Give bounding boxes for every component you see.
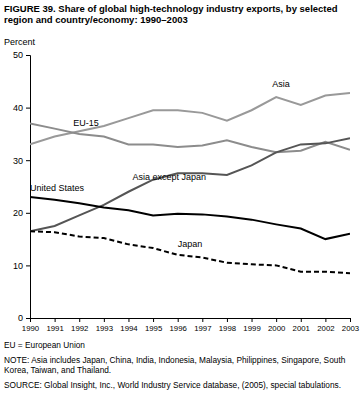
x-axis: 1990 1991 1992 1993 1994 1995 1996 1997 1998 1999… — [22, 318, 359, 333]
series-line — [30, 138, 350, 231]
tick: 1994 — [120, 318, 138, 333]
tick: 0 — [18, 313, 30, 323]
tick-label: 0 — [18, 313, 23, 323]
tick-mark — [26, 318, 30, 319]
plot: 0102030405019901991199219931994199519961… — [13, 50, 359, 332]
tick-mark — [301, 318, 302, 322]
tick: 10 — [13, 261, 30, 271]
tick-label: 20 — [13, 208, 23, 218]
tick-label: 1991 — [46, 324, 63, 333]
tick: 50 — [13, 50, 30, 60]
series-line — [30, 93, 350, 145]
title: FIGURE 39. Share of global high-technolo… — [4, 3, 338, 25]
tick: 1992 — [71, 318, 88, 333]
tick-mark — [26, 265, 30, 266]
text-line: EU = European Union — [4, 340, 85, 350]
tick-label: 2003 — [342, 324, 359, 333]
tick-label: 2001 — [293, 324, 310, 333]
tick-label: 1993 — [96, 324, 113, 333]
tick-mark — [276, 318, 277, 322]
footnote: NOTE: Asia includes Japan, China, India,… — [4, 355, 346, 376]
tick: 2003 — [342, 318, 359, 333]
tick: 2002 — [317, 318, 334, 333]
tick-mark — [227, 318, 228, 322]
tick: 20 — [13, 208, 30, 218]
tick-label: 50 — [13, 50, 23, 60]
tick-label: 1990 — [22, 324, 40, 333]
tick: 2000 — [268, 318, 286, 333]
lines — [30, 93, 350, 273]
tick: 30 — [13, 156, 30, 166]
series-line — [30, 231, 350, 273]
text-line: SOURCE: Global Insight, Inc., World Indu… — [4, 380, 341, 390]
text-line: Korea, Taiwan, and Thailand. — [4, 365, 111, 375]
tick-mark — [26, 160, 30, 161]
tick-mark — [202, 318, 203, 322]
tick: 1999 — [243, 318, 260, 333]
tick-label: 1997 — [194, 324, 211, 333]
tick-label: 30 — [13, 156, 23, 166]
tick-mark — [153, 318, 154, 322]
tick-label: 40 — [13, 103, 23, 113]
tick: 1995 — [145, 318, 163, 333]
tick-mark — [55, 318, 56, 322]
text-line: NOTE: Asia includes Japan, China, India,… — [4, 355, 346, 365]
series-label: Asia — [272, 79, 290, 89]
series-label: United States — [30, 183, 85, 193]
tick: 1990 — [22, 318, 40, 333]
tick: 1997 — [194, 318, 211, 333]
footnote: EU = European Union — [4, 340, 85, 350]
tick: 40 — [13, 103, 30, 113]
y-axis: 0 10 20 30 40 50 — [13, 50, 31, 323]
series-labels: Asia EU-15 Asia except Japan United States J… — [30, 79, 290, 249]
tick-mark — [104, 318, 105, 322]
tick-label: 2002 — [317, 324, 334, 333]
tick-mark — [178, 318, 179, 322]
tick-label: 1998 — [219, 324, 236, 333]
tick-label: 1996 — [170, 324, 187, 333]
y-axis-title: Percent — [4, 37, 36, 47]
tick-label: 2000 — [268, 324, 286, 333]
tick-label: 1995 — [145, 324, 163, 333]
tick-mark — [26, 108, 30, 109]
tick: 1996 — [170, 318, 187, 333]
tick-label: 1999 — [243, 324, 260, 333]
series-label: Asia except Japan — [132, 172, 206, 182]
tick: 1991 — [46, 318, 63, 333]
tick-label: 1994 — [120, 324, 138, 333]
tick-mark — [30, 318, 31, 322]
text-line: region and country/economy: 1990–2003 — [4, 14, 188, 25]
series-label: EU-15 — [73, 118, 99, 128]
tick: 2001 — [293, 318, 310, 333]
tick-mark — [128, 318, 129, 322]
axis-line — [31, 319, 351, 323]
text-line: FIGURE 39. Share of global high-technolo… — [4, 3, 338, 14]
tick-mark — [325, 318, 326, 322]
tick-mark — [252, 318, 253, 322]
chart: FIGURE 39. Share of global high-technolo… — [0, 0, 362, 411]
footnote: SOURCE: Global Insight, Inc., World Indu… — [4, 380, 341, 390]
tick: 1993 — [96, 318, 113, 333]
series-label: Japan — [178, 239, 203, 249]
tick-label: 1992 — [71, 324, 88, 333]
tick-mark — [79, 318, 80, 322]
tick-label: 10 — [13, 261, 23, 271]
series-line — [30, 197, 350, 239]
tick-mark — [26, 213, 30, 214]
tick-mark — [350, 318, 351, 322]
tick: 1998 — [219, 318, 236, 333]
tick-mark — [26, 55, 30, 56]
